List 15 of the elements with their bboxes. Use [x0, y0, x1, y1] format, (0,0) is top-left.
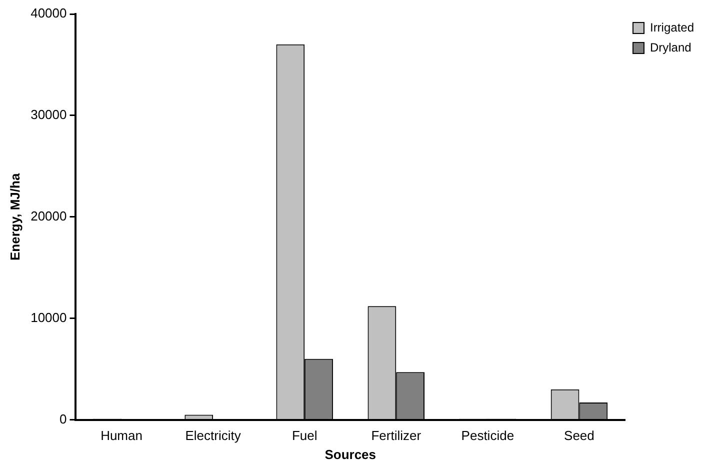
x-axis-title: Sources — [324, 446, 376, 462]
y-tick-label: 40000 — [30, 6, 67, 21]
y-tick-label: 0 — [60, 411, 67, 426]
y-tick-label: 20000 — [30, 208, 67, 224]
x-tick-label: Fertilizer — [371, 428, 422, 444]
x-tick-label: Electricity — [185, 428, 242, 444]
legend-label: Dryland — [650, 40, 692, 54]
x-tick-label: Fuel — [292, 428, 318, 444]
y-tick-label: 30000 — [30, 107, 67, 122]
x-tick-label: Pesticide — [461, 428, 514, 444]
legend-label: Irrigated — [650, 20, 694, 34]
y-axis-title: Energy, MJ/ha — [7, 172, 22, 260]
x-tick-label: Seed — [564, 428, 594, 444]
x-tick-label: Human — [100, 428, 142, 444]
y-tick-label: 10000 — [30, 310, 67, 325]
